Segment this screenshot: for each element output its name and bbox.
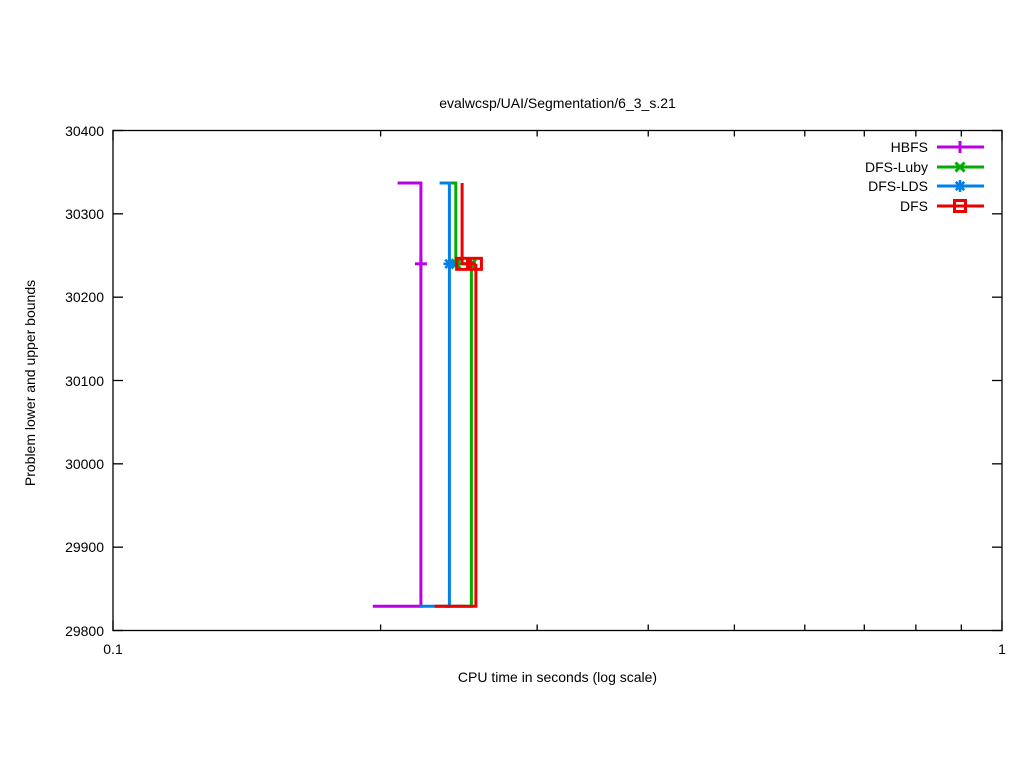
- x-tick-label: 0.1: [103, 641, 123, 657]
- y-tick-label: 30300: [65, 205, 104, 222]
- y-tick-label: 30200: [65, 289, 104, 306]
- star-marker: [954, 180, 966, 192]
- star-marker: [444, 258, 455, 269]
- legend-label-dfs: DFS: [900, 198, 928, 214]
- square-marker: [953, 199, 967, 213]
- square-marker: [455, 256, 470, 271]
- x-marker: [954, 161, 966, 173]
- series-line-hbfs: [397, 181, 423, 264]
- legend-label-hbfs: HBFS: [890, 139, 928, 155]
- series-line-hbfs: [372, 263, 423, 608]
- square-marker: [468, 256, 483, 271]
- chart-title: evalwcsp/UAI/Segmentation/6_3_s.21: [439, 95, 676, 111]
- y-tick-label: 30400: [65, 122, 104, 139]
- x-tick-label: 1: [998, 641, 1006, 657]
- series-line-dfs: [434, 263, 478, 608]
- y-tick-label: 30100: [65, 372, 104, 389]
- y-tick-label: 29800: [65, 622, 104, 639]
- y-tick-label: 30000: [65, 455, 104, 472]
- series-line-dfs: [460, 183, 476, 266]
- series-line-dfs-lds: [419, 263, 451, 608]
- x-axis-label: CPU time in seconds (log scale): [457, 669, 658, 685]
- series-line-dfs-lds: [439, 181, 451, 264]
- legend-label-dfs-lds: DFS-LDS: [868, 178, 928, 194]
- plot-border: [112, 129, 1003, 632]
- y-tick-label: 29900: [65, 539, 104, 556]
- legend-label-dfs-luby: DFS-Luby: [864, 159, 928, 175]
